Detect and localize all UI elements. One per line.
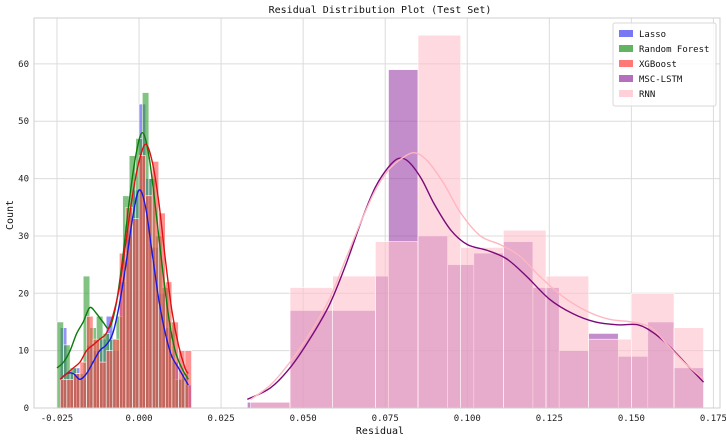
histogram-bar (631, 292, 675, 409)
axes: -0.025 0.000 0.025 0.050 0.075 0.100 0.125 0.15… (18, 17, 726, 424)
x-tick-label: 0.025 (208, 414, 235, 424)
y-tick-label: 60 (18, 60, 29, 70)
x-tick-label: 0.125 (536, 414, 563, 424)
histogram-bar (112, 338, 120, 409)
kde-curves (56, 132, 705, 401)
plot-frame (33, 17, 721, 409)
legend-swatch (619, 60, 633, 67)
legend-box (612, 22, 717, 107)
histogram-bar (673, 327, 704, 409)
kde-line-xgboost (59, 143, 189, 380)
legend-swatch (619, 90, 633, 97)
histogram-bar (375, 241, 419, 409)
kde-line-msc-lstm (247, 157, 705, 401)
kde-line-random-forest (56, 132, 189, 380)
x-tick-label: 0.000 (125, 414, 152, 424)
histogram-bar (460, 247, 504, 409)
x-tick-label: 0.175 (700, 414, 726, 424)
y-tick-label: 20 (18, 289, 29, 299)
y-tick-label: 10 (18, 347, 29, 357)
y-tick-label: 40 (18, 175, 29, 185)
histogram-bar (132, 218, 140, 409)
histogram-bar (503, 229, 547, 409)
histogram-bar (250, 401, 291, 409)
histogram-bar (79, 361, 87, 409)
legend-label: RNN (639, 90, 655, 100)
series-bars-rnn (250, 34, 704, 409)
y-axis-label: Count (5, 200, 16, 230)
y-tick-label: 30 (18, 232, 29, 242)
histogram-bar (545, 275, 590, 409)
y-tick-label: 0 (24, 404, 29, 414)
legend-swatch (619, 75, 633, 82)
kde-line-lasso (59, 189, 189, 386)
histogram-bar (59, 379, 68, 409)
histogram-bar (66, 379, 74, 409)
histogram-bar (99, 361, 107, 409)
chart-title: Residual Distribution Plot (Test Set) (269, 5, 492, 16)
x-tick-label: 0.150 (618, 414, 645, 424)
histogram-bars (56, 34, 704, 409)
legend: Lasso Random Forest XGBoost MSC-LSTM RNN (612, 22, 717, 107)
histogram-bar (92, 338, 100, 409)
x-tick-label: -0.025 (41, 414, 74, 424)
legend-swatch (619, 45, 633, 52)
legend-label: Lasso (639, 30, 666, 40)
kde-line-rnn (250, 152, 705, 400)
y-tick-label: 50 (18, 117, 29, 127)
x-tick-label: 0.100 (454, 414, 481, 424)
x-tick-label: 0.075 (372, 414, 399, 424)
legend-label: Random Forest (639, 45, 709, 55)
histogram-bar (86, 315, 94, 409)
histogram-bar (105, 350, 114, 409)
histogram-bar (417, 34, 461, 409)
histogram-bar (332, 275, 376, 409)
legend-label: XGBoost (639, 60, 677, 70)
histogram-bar (184, 350, 192, 409)
histogram-bar (588, 338, 632, 409)
legend-label: MSC-LSTM (639, 75, 683, 85)
legend-swatch (619, 30, 633, 37)
x-tick-label: 0.050 (290, 414, 317, 424)
x-axis-label: Residual (356, 426, 404, 437)
